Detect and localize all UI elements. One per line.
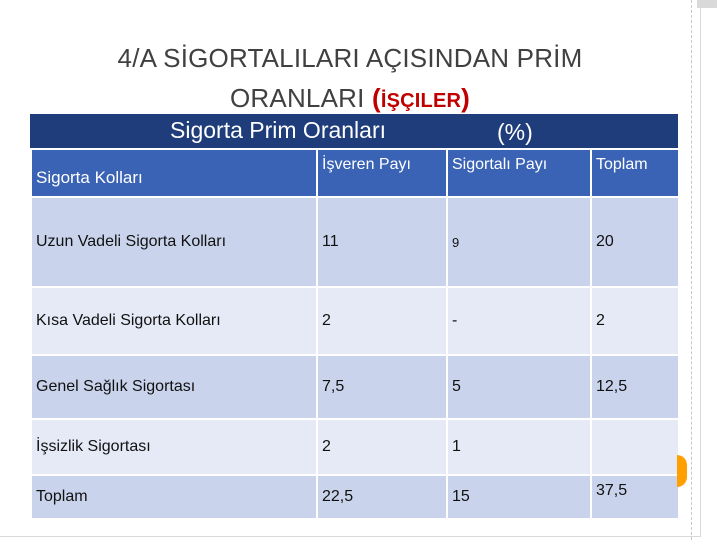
insured-rate: 15 — [446, 474, 592, 520]
total-rate: 37,5 — [590, 474, 680, 520]
insured-rate: 5 — [446, 354, 592, 420]
header-cell-insured: Sigortalı Payı — [446, 148, 592, 198]
table-caption-unit: (%) — [497, 119, 533, 145]
row-label: Uzun Vadeli Sigorta Kolları — [30, 196, 318, 288]
table-row: Uzun Vadeli Sigorta Kolları 11 9 20 — [30, 196, 680, 288]
title-workers-label: İŞÇILER — [380, 90, 462, 112]
header-cell-employer: İşveren Payı — [316, 148, 448, 198]
total-rate: 12,5 — [590, 354, 680, 420]
table-row: Genel Sağlık Sigortası 7,5 5 12,5 — [30, 354, 680, 420]
title-paren-close: ) — [461, 83, 470, 113]
table-row: İşsizlik Sigortası 2 1 — [30, 418, 680, 476]
premium-rates-table: Sigorta Prim Oranları (%) Sigorta Kollar… — [30, 114, 680, 520]
insured-rate: - — [446, 286, 592, 356]
slide-frame — [0, 0, 701, 537]
slide-margin-line — [691, 0, 692, 540]
slide-title-line2: ORANLARI (İŞÇILER) — [20, 78, 680, 121]
total-rate — [590, 418, 680, 476]
page-tab-marker — [677, 455, 687, 487]
insured-rate: 1 — [446, 418, 592, 476]
total-rate: 2 — [590, 286, 680, 356]
rates-grid: Sigorta Kolları İşveren Payı Sigortalı P… — [30, 148, 680, 520]
employer-rate: 7,5 — [316, 354, 448, 420]
row-label: Kısa Vadeli Sigorta Kolları — [30, 286, 318, 356]
employer-rate: 2 — [316, 418, 448, 476]
title-paren-open: ( — [371, 83, 381, 113]
row-label: Toplam — [30, 474, 318, 520]
header-cell-branches: Sigorta Kolları — [30, 148, 318, 198]
table-row: Kısa Vadeli Sigorta Kolları 2 - 2 — [30, 286, 680, 356]
table-caption: Sigorta Prim Oranları (%) — [30, 114, 678, 148]
insured-rate: 9 — [446, 196, 592, 288]
employer-rate: 22,5 — [316, 474, 448, 520]
slide-title-line2-text: ORANLARI — [230, 83, 365, 113]
employer-rate: 2 — [316, 286, 448, 356]
table-caption-title: Sigorta Prim Oranları — [170, 117, 387, 143]
slide-title-line1: 4/A SİGORTALILARI AÇISINDAN PRİM — [117, 43, 583, 73]
slide-corner-decoration — [697, 0, 717, 8]
total-rate: 20 — [590, 196, 680, 288]
slide-title: 4/A SİGORTALILARI AÇISINDAN PRİM ORANLAR… — [20, 38, 680, 121]
employer-rate: 11 — [316, 196, 448, 288]
header-cell-total: Toplam — [590, 148, 680, 198]
row-label: Genel Sağlık Sigortası — [30, 354, 318, 420]
row-label: İşsizlik Sigortası — [30, 418, 318, 476]
table-row-total: Toplam 22,5 15 37,5 — [30, 474, 680, 520]
table-header-row: Sigorta Kolları İşveren Payı Sigortalı P… — [30, 148, 680, 198]
